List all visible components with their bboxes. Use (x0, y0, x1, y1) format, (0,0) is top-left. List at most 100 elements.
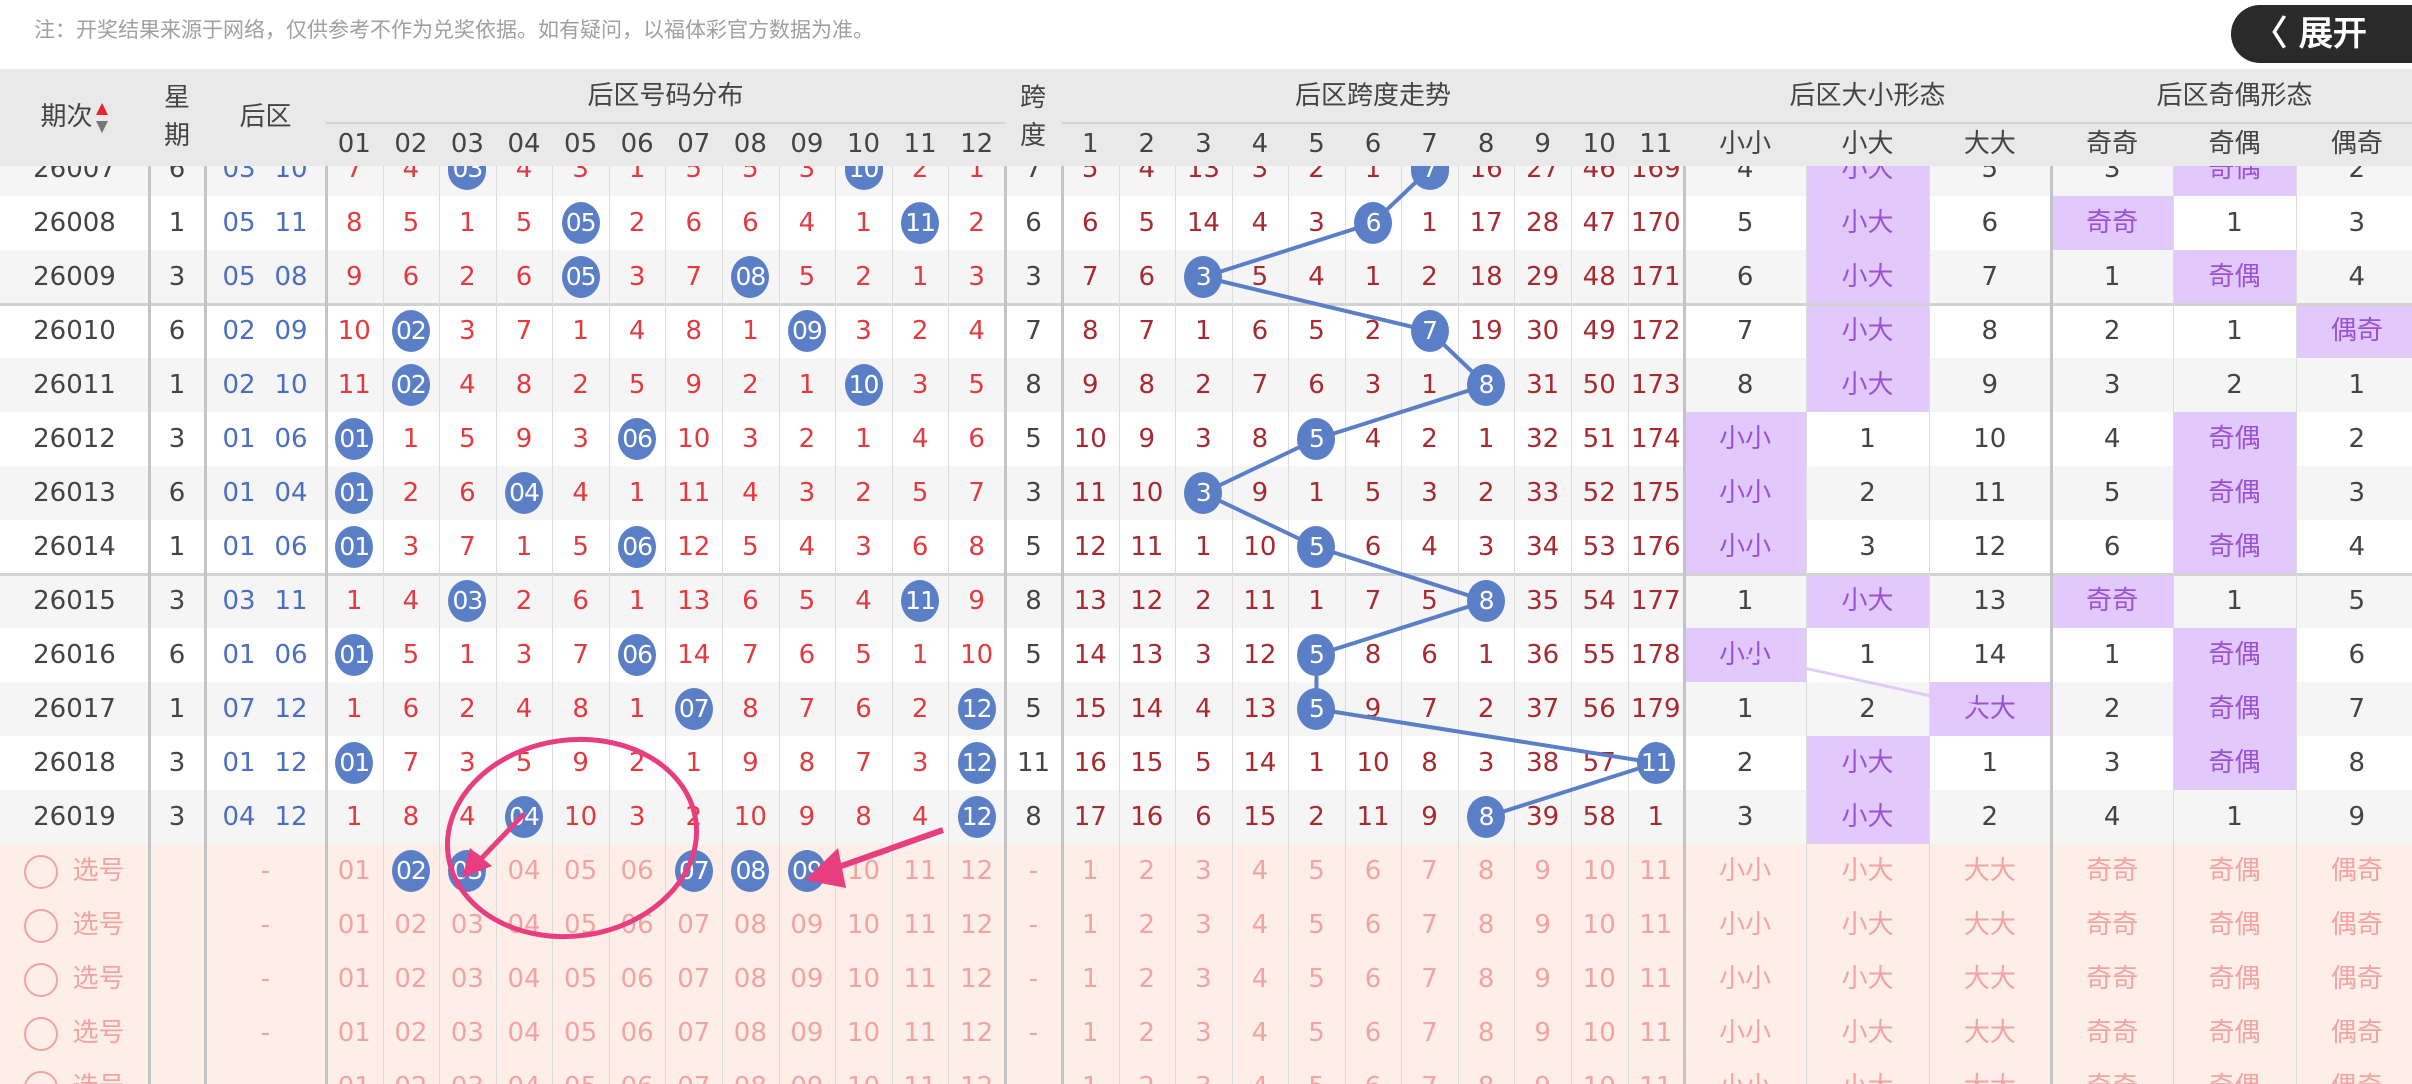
pick-number[interactable]: 11 (903, 964, 937, 994)
pick-span[interactable]: 10 (1582, 1018, 1616, 1048)
pick-number[interactable]: 05 (564, 856, 598, 886)
sort-icon[interactable] (95, 101, 109, 135)
pick-number[interactable]: 09 (790, 964, 824, 994)
pick-number[interactable]: 07 (677, 1018, 711, 1048)
period-header[interactable]: 期次 (0, 69, 149, 166)
pick-span[interactable]: 1 (1082, 1018, 1099, 1048)
pick-number[interactable]: 09 (790, 910, 824, 940)
pick-span[interactable]: 3 (1175, 1060, 1232, 1084)
pick-number[interactable]: 11 (903, 1018, 937, 1048)
pick-span[interactable]: 2 (1138, 856, 1156, 886)
pick-number[interactable]: 01 (326, 1060, 383, 1084)
pick-number[interactable]: 10 (846, 1018, 881, 1048)
pick-parity[interactable]: 偶奇 (2330, 910, 2383, 940)
pick-span[interactable]: 8 (1477, 910, 1495, 940)
pick-number[interactable]: 04 (507, 964, 541, 994)
pick-span[interactable]: 10 (1582, 856, 1616, 886)
pick-span[interactable]: 3 (1195, 1018, 1212, 1048)
pick-parity[interactable]: 偶奇 (2296, 1060, 2412, 1084)
pick-size[interactable]: 大大 (1963, 910, 2016, 940)
selected-number-ball[interactable]: 08 (731, 850, 770, 892)
pick-number[interactable]: 04 (507, 1018, 541, 1048)
radio-circle-icon[interactable] (24, 1016, 59, 1051)
pick-span[interactable]: 3 (1195, 910, 1212, 940)
pick-number[interactable]: 02 (394, 1018, 428, 1048)
selected-number-ball[interactable]: 02 (391, 850, 430, 892)
pick-span[interactable]: 6 (1364, 964, 1382, 994)
pick-size[interactable]: 小大 (1841, 1018, 1894, 1048)
pick-span[interactable]: 8 (1477, 964, 1495, 994)
pick-number[interactable]: 03 (450, 1018, 484, 1048)
pick-span[interactable]: 8 (1477, 856, 1495, 886)
pick-number[interactable]: 12 (960, 856, 994, 886)
pick-number[interactable]: 01 (337, 1018, 371, 1048)
pick-span[interactable]: 1 (1082, 964, 1099, 994)
pick-span[interactable]: 8 (1458, 1060, 1515, 1084)
pick-span[interactable]: 3 (1195, 856, 1212, 886)
pick-size[interactable]: 大大 (1963, 964, 2016, 994)
pick-span[interactable]: 6 (1364, 910, 1382, 940)
pick-parity[interactable]: 奇奇 (2086, 1018, 2139, 1048)
pick-span[interactable]: 4 (1251, 856, 1269, 886)
pick-span[interactable]: 7 (1421, 910, 1438, 940)
pick-parity[interactable]: 奇偶 (2208, 856, 2261, 886)
pick-span[interactable]: 6 (1345, 1060, 1402, 1084)
pick-span[interactable]: 11 (1639, 964, 1673, 994)
pick-span[interactable]: 5 (1308, 856, 1325, 886)
pick-select-radio[interactable]: 选号 (0, 898, 149, 952)
pick-span[interactable]: 1 (1062, 1060, 1119, 1084)
pick-number[interactable]: 02 (394, 964, 428, 994)
pick-span[interactable]: 9 (1534, 856, 1551, 886)
pick-parity[interactable]: 奇偶 (2208, 1018, 2261, 1048)
pick-select-radio[interactable]: 选号 (0, 1006, 149, 1060)
pick-select-radio[interactable]: 选号 (0, 952, 149, 1006)
pick-span[interactable]: 9 (1534, 1018, 1551, 1048)
pick-span[interactable]: 6 (1364, 1018, 1382, 1048)
pick-size[interactable]: 小大 (1841, 856, 1894, 886)
pick-number[interactable]: 03 (439, 1060, 496, 1084)
pick-span[interactable]: 5 (1308, 910, 1325, 940)
radio-circle-icon[interactable] (24, 908, 59, 943)
pick-parity[interactable]: 偶奇 (2330, 856, 2383, 886)
pick-span[interactable]: 11 (1639, 910, 1673, 940)
pick-number[interactable]: 03 (450, 910, 484, 940)
pick-parity[interactable]: 奇奇 (2086, 856, 2139, 886)
pick-span[interactable]: 8 (1477, 1018, 1495, 1048)
pick-number[interactable]: 10 (846, 964, 881, 994)
pick-number[interactable]: 10 (835, 1060, 892, 1084)
pick-size[interactable]: 小大 (1841, 910, 1894, 940)
pick-span[interactable]: 2 (1119, 1060, 1176, 1084)
pick-number[interactable]: 08 (722, 1060, 779, 1084)
pick-number[interactable]: 09 (790, 1018, 824, 1048)
pick-size[interactable]: 小小 (1719, 856, 1772, 886)
pick-number[interactable]: 01 (337, 964, 371, 994)
pick-number[interactable]: 04 (507, 910, 541, 940)
pick-span[interactable]: 5 (1288, 1060, 1345, 1084)
pick-size[interactable]: 小大 (1841, 964, 1894, 994)
pick-span[interactable]: 10 (1582, 964, 1616, 994)
pick-number[interactable]: 10 (846, 856, 881, 886)
pick-span[interactable]: 9 (1514, 1060, 1571, 1084)
pick-span[interactable]: 1 (1082, 910, 1099, 940)
pick-span[interactable]: 11 (1639, 856, 1673, 886)
pick-span[interactable]: 4 (1251, 910, 1269, 940)
pick-span[interactable]: 10 (1582, 910, 1616, 940)
pick-span[interactable]: 9 (1534, 964, 1551, 994)
pick-number[interactable]: 01 (337, 910, 371, 940)
pick-number[interactable]: 05 (564, 910, 598, 940)
pick-number[interactable]: 06 (620, 1018, 654, 1048)
pick-size[interactable]: 小小 (1719, 964, 1772, 994)
pick-number[interactable]: 04 (496, 1060, 553, 1084)
pick-number[interactable]: 02 (383, 1060, 440, 1084)
pick-number[interactable]: 09 (779, 1060, 836, 1084)
pick-number[interactable]: 07 (665, 1060, 722, 1084)
pick-number[interactable]: 07 (677, 964, 711, 994)
pick-span[interactable]: 7 (1421, 1018, 1438, 1048)
pick-select-radio[interactable]: 选号 (0, 844, 149, 898)
pick-parity[interactable]: 奇偶 (2208, 910, 2261, 940)
pick-span[interactable]: 5 (1308, 964, 1325, 994)
pick-span[interactable]: 2 (1138, 910, 1156, 940)
pick-parity[interactable]: 奇奇 (2086, 964, 2139, 994)
radio-circle-icon[interactable] (24, 854, 59, 889)
pick-size[interactable]: 小小 (1719, 910, 1772, 940)
